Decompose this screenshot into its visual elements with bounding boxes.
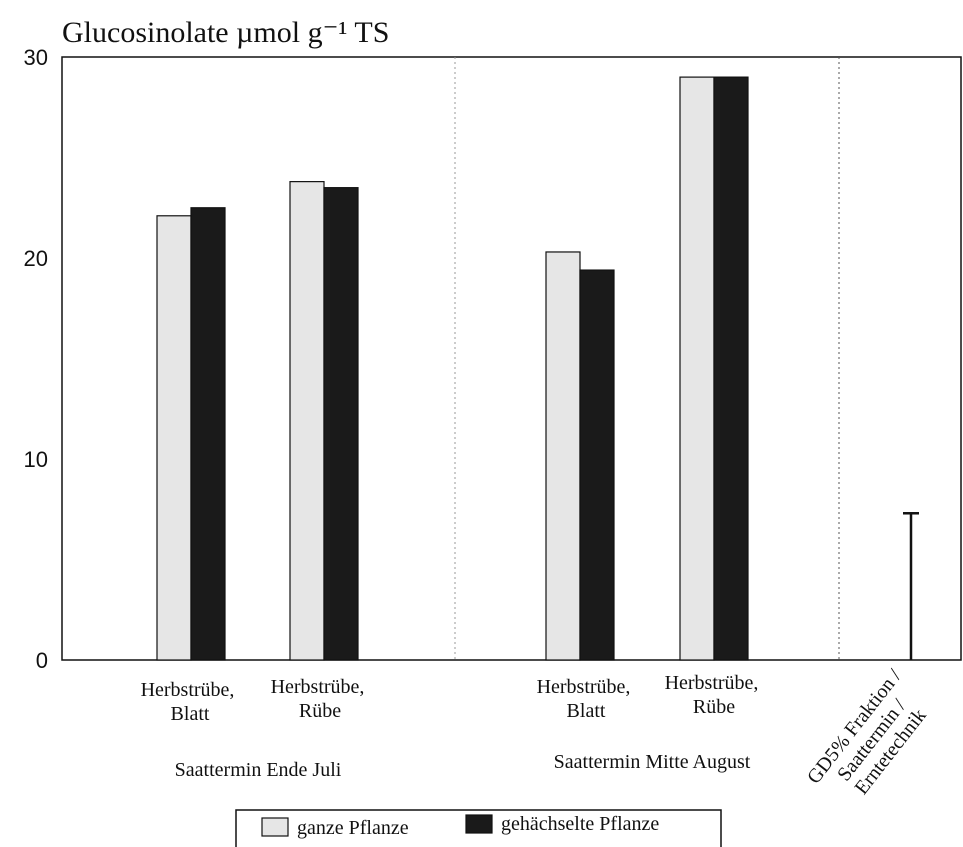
group-label-ende-juli: Saattermin Ende Juli — [175, 759, 342, 781]
category-label-line2: Rübe — [693, 696, 735, 718]
bar-ganze-pflanze-0 — [156, 215, 192, 661]
category-label-line2: Blatt — [171, 703, 210, 725]
category-label-line1: Herbstrübe, — [665, 672, 759, 694]
legend-swatch-gehaechselte-pflanze — [465, 814, 493, 834]
bar-ganze-pflanze-3 — [679, 76, 715, 661]
bar-gehaechselte-pflanze-1 — [323, 187, 359, 661]
category-label-line2: Blatt — [567, 700, 606, 722]
y-tick-label-20: 20 — [24, 246, 48, 271]
category-label-line2: Rübe — [299, 700, 341, 722]
svg-text:Herbstrübe, Blatt: Herbstrübe, Blatt — [141, 679, 240, 725]
svg-text:Herbstrübe, Rübe: Herbstrübe, Rübe — [665, 672, 764, 718]
category-label-line1: Herbstrübe, — [537, 676, 631, 698]
svg-text:Herbstrübe, Rübe: Herbstrübe, Rübe — [271, 676, 370, 722]
bar-gehaechselte-pflanze-2 — [579, 269, 615, 661]
legend: ganze Pflanze gehächselte Pflanze — [235, 809, 722, 847]
bar-ganze-pflanze-2 — [545, 251, 581, 661]
legend-label-gehaechselte-pflanze: gehächselte Pflanze — [501, 813, 659, 835]
chart-title: Glucosinolate µmol g⁻¹ TS — [62, 16, 389, 49]
y-tick-label-0: 0 — [36, 648, 48, 673]
legend-label-ganze-pflanze: ganze Pflanze — [297, 817, 409, 839]
plot-frame — [61, 56, 962, 661]
bar-ganze-pflanze-1 — [289, 181, 325, 661]
category-label-line1: Herbstrübe, — [271, 676, 365, 698]
legend-swatch-ganze-pflanze — [261, 817, 289, 837]
y-tick-label-10: 10 — [24, 447, 48, 472]
bar-gehaechselte-pflanze-0 — [190, 207, 226, 661]
y-tick-label-30: 30 — [24, 45, 48, 70]
bar-gehaechselte-pflanze-3 — [713, 76, 749, 661]
group-label-mitte-august: Saattermin Mitte August — [554, 751, 751, 773]
svg-text:Herbstrübe, Blatt: Herbstrübe, Blatt — [537, 676, 636, 722]
svg-text:GD5% Fraktion / Saatterm: GD5% Fraktion / Saattermin / Erntetechni… — [803, 661, 944, 815]
category-label-line1: Herbstrübe, — [141, 679, 235, 701]
